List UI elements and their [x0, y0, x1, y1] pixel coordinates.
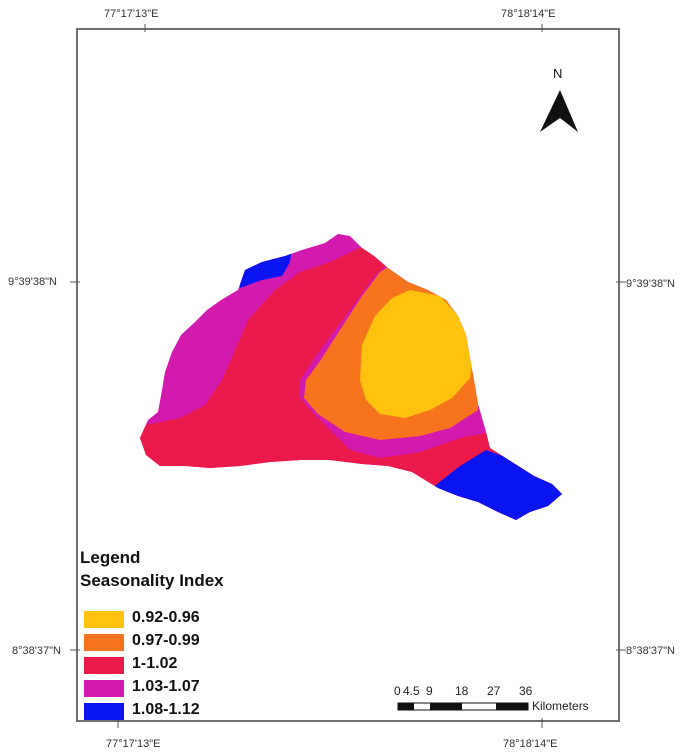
zone-1-08-1-12-north	[236, 248, 292, 288]
legend-label: 1.03-1.07	[132, 678, 200, 695]
lat-label-left-lower: 8°38'37"N	[12, 645, 61, 657]
legend-swatch	[84, 634, 124, 651]
legend-label: 1.08-1.12	[132, 701, 200, 718]
lon-label-top-right: 78°18'14"E	[501, 8, 556, 20]
zone-1-08-1-12-southeast	[432, 450, 562, 520]
scale-unit-label: Kilometers	[532, 699, 589, 713]
lat-label-right-lower: 8°38'37"N	[626, 645, 675, 657]
legend-swatch	[84, 703, 124, 720]
legend-swatch	[84, 657, 124, 674]
scale-tick-label: 27	[487, 684, 501, 698]
seasonality-zones	[140, 234, 562, 520]
scale-bar	[397, 702, 529, 711]
scale-tick-label: 36	[519, 684, 533, 698]
north-arrow-icon	[540, 90, 578, 132]
zone-0-92-0-96	[360, 290, 474, 418]
scale-tick-label: 0	[394, 684, 401, 698]
legend-title: Legend	[80, 548, 141, 567]
legend-swatch	[84, 680, 124, 697]
legend-subtitle: Seasonality Index	[80, 571, 224, 590]
north-arrow-label: N	[553, 66, 563, 81]
lat-label-left-upper: 9°39'38"N	[8, 276, 57, 288]
lon-label-bottom-left: 77°17'13"E	[106, 738, 161, 750]
legend-label: 0.92-0.96	[132, 609, 200, 626]
lon-label-top-left: 77°17'13"E	[104, 8, 159, 20]
legend-label: 1-1.02	[132, 655, 178, 672]
lon-label-bottom-right: 78°18'14"E	[503, 738, 558, 750]
scale-tick-label: 4.5	[403, 684, 420, 698]
scale-tick-label: 18	[455, 684, 469, 698]
legend-swatch	[84, 611, 124, 628]
lat-label-right-upper: 9°39'38"N	[626, 278, 675, 290]
legend-label: 0.97-0.99	[132, 632, 200, 649]
scale-tick-label: 9	[426, 684, 433, 698]
